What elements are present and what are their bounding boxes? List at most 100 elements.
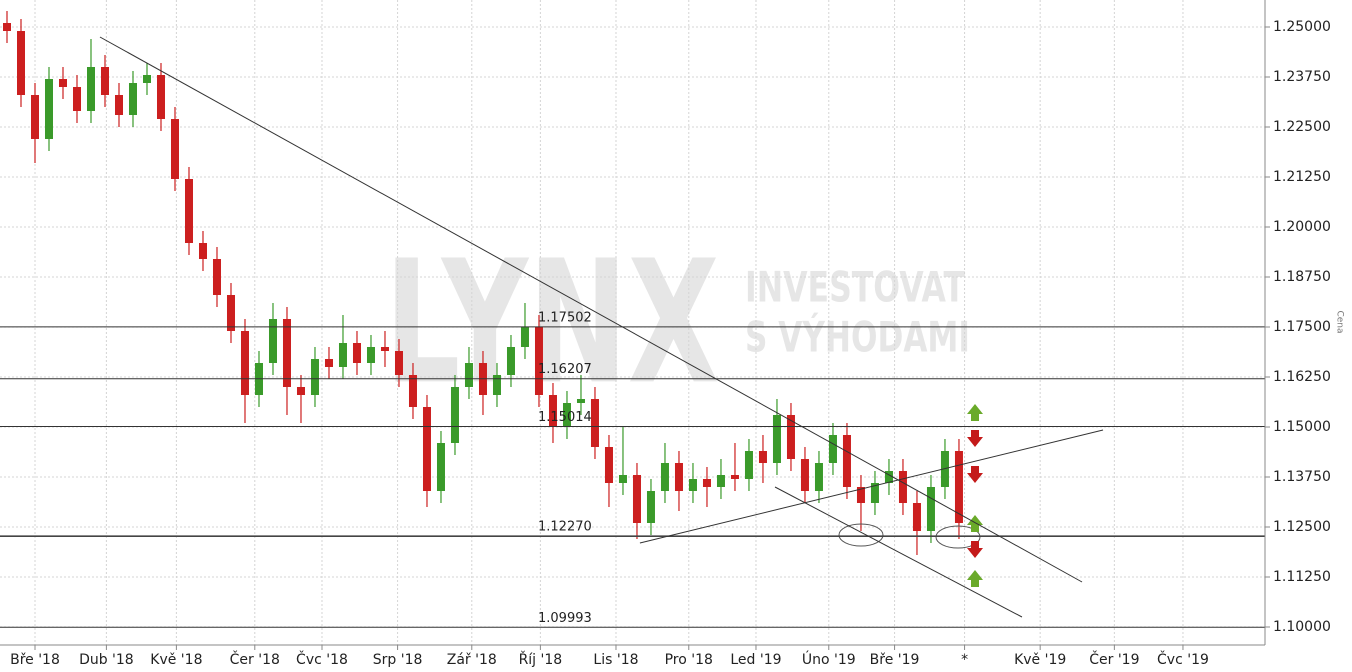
- candle-body: [814, 463, 823, 491]
- candle-body: [800, 459, 809, 491]
- candle-body: [646, 491, 655, 523]
- watermark-tagline: S VÝHODAMI: [745, 312, 970, 362]
- trend-line: [639, 429, 1104, 544]
- candle-body: [380, 347, 389, 351]
- candle-body: [44, 79, 53, 139]
- candle-body: [198, 243, 207, 259]
- candle-body: [394, 351, 403, 375]
- candle-body: [702, 479, 711, 487]
- level-label: 1.09993: [538, 611, 592, 626]
- x-tick-label: Lis '18: [593, 652, 638, 668]
- y-tick-label: 1.15000: [1273, 419, 1331, 435]
- down-arrow: [967, 466, 983, 483]
- candle-body: [422, 407, 431, 491]
- candle-body: [240, 331, 249, 395]
- candle-body: [576, 399, 585, 403]
- candle-body: [744, 451, 753, 479]
- candle-body: [226, 295, 235, 331]
- candle-body: [730, 475, 739, 479]
- y-tick-label: 1.18750: [1273, 269, 1331, 285]
- candle-body: [548, 395, 557, 427]
- candle-body: [884, 471, 893, 483]
- candle-body: [632, 475, 641, 523]
- candle-body: [506, 347, 515, 375]
- candle-body: [30, 95, 39, 139]
- x-tick-label: Čer '19: [1089, 650, 1139, 668]
- candle-body: [688, 479, 697, 491]
- candle-body: [590, 399, 599, 447]
- candle-body: [100, 67, 109, 95]
- candle-body: [772, 415, 781, 463]
- annotations: 1.17502 1.16207 1.15014 1.12270 1.09993: [0, 36, 1265, 628]
- highlight-ellipse: [838, 523, 884, 547]
- x-tick-label: Kvě '19: [1014, 652, 1066, 668]
- x-tick-label: Pro '18: [665, 652, 713, 668]
- x-tick-label: Říj '18: [519, 651, 563, 668]
- x-tick-label: Čvc '19: [1157, 650, 1209, 668]
- candle-body: [366, 347, 375, 363]
- candle-body: [2, 23, 11, 31]
- y-tick-label: 1.13750: [1273, 469, 1331, 485]
- candle-body: [898, 471, 907, 503]
- candle-body: [674, 463, 683, 491]
- x-tick-label: Úno '19: [802, 650, 856, 668]
- candle-body: [58, 79, 67, 87]
- up-arrow: [967, 404, 983, 421]
- down-arrow: [967, 541, 983, 558]
- candle-body: [716, 475, 725, 487]
- x-tick-label: Čvc '18: [296, 650, 348, 668]
- x-tick-label: *: [961, 652, 968, 668]
- y-tick-label: 1.25000: [1273, 19, 1331, 35]
- candle-body: [310, 359, 319, 395]
- watermark-logo: LYNX: [385, 224, 720, 422]
- candle-body: [324, 359, 333, 367]
- candle-body: [450, 387, 459, 443]
- x-tick-label: Čer '18: [230, 650, 280, 668]
- candle-body: [618, 475, 627, 483]
- y-tick-label: 1.16250: [1273, 369, 1331, 385]
- trend-line: [99, 36, 1083, 583]
- candle-body: [436, 443, 445, 491]
- x-tick-label: Led '19: [730, 652, 781, 668]
- candle-body: [786, 415, 795, 459]
- y-tick-label: 1.12500: [1273, 519, 1331, 535]
- candle-body: [660, 463, 669, 491]
- candle-body: [72, 87, 81, 111]
- candle-body: [870, 483, 879, 503]
- x-tick-label: Bře '19: [870, 652, 920, 668]
- candle-body: [212, 259, 221, 295]
- candle-body: [352, 343, 361, 363]
- candle-body: [282, 319, 291, 387]
- candle-body: [156, 75, 165, 119]
- candle-body: [16, 31, 25, 95]
- x-tick-label: Kvě '18: [150, 652, 202, 668]
- candle-body: [954, 451, 963, 523]
- candle-body: [142, 75, 151, 83]
- candle-body: [828, 435, 837, 463]
- level-label: 1.15014: [538, 410, 592, 425]
- down-arrow: [967, 430, 983, 447]
- y-tick-label: 1.22500: [1273, 119, 1331, 135]
- candle-body: [534, 327, 543, 395]
- candle-body: [170, 119, 179, 179]
- watermark-tagline: INVESTOVAT: [745, 263, 965, 312]
- level-label: 1.12270: [538, 520, 592, 535]
- y-tick-label: 1.11250: [1273, 569, 1331, 585]
- level-label: 1.16207: [538, 362, 592, 377]
- trend-line: [774, 486, 1023, 618]
- up-arrow: [967, 570, 983, 587]
- candle-body: [184, 179, 193, 243]
- y-axis-label: Cena: [1335, 310, 1345, 333]
- candle-body: [926, 487, 935, 531]
- candle-body: [856, 487, 865, 503]
- y-tick-label: 1.10000: [1273, 619, 1331, 635]
- candle-body: [86, 67, 95, 111]
- level-label: 1.17502: [538, 310, 592, 325]
- candle-body: [296, 387, 305, 395]
- x-tick-label: Bře '18: [10, 652, 60, 668]
- candle-body: [128, 83, 137, 115]
- candle-body: [492, 375, 501, 395]
- x-tick-label: Srp '18: [373, 652, 423, 668]
- x-tick-label: Dub '18: [79, 652, 134, 668]
